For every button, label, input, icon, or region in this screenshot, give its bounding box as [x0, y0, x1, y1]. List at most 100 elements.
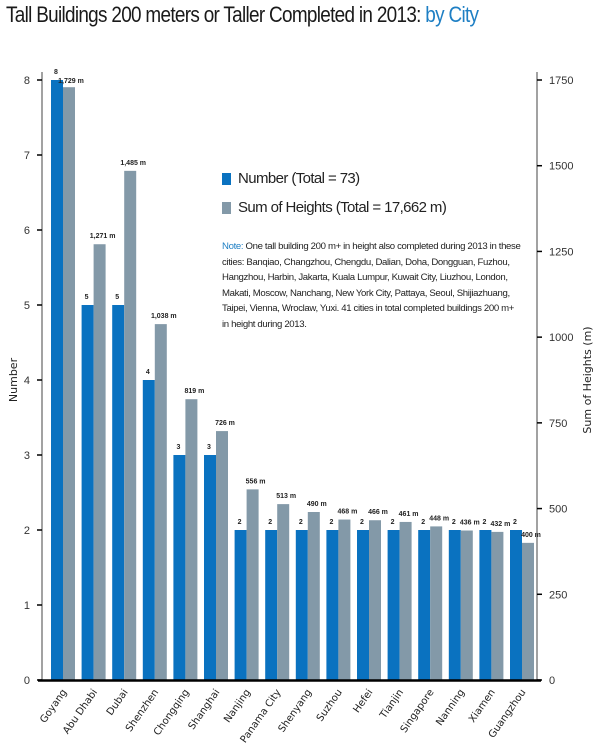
legend-swatch-number	[222, 172, 231, 185]
bar-height-abu-dhabi	[93, 244, 106, 680]
category-label: Hefei	[351, 687, 375, 715]
data-label-number: 2	[421, 519, 425, 526]
bar-height-suzhou	[338, 519, 351, 680]
data-label-number: 2	[360, 519, 364, 526]
left-tick-label: 6	[24, 225, 30, 237]
bar-number-tianjin	[387, 530, 400, 680]
chart-title: Tall Buildings 200 meters or Taller Comp…	[6, 2, 479, 28]
left-tick-label: 1	[24, 600, 30, 612]
legend-item-number: Number (Total = 73)	[222, 170, 446, 187]
left-axis-title: Number	[7, 357, 20, 402]
data-label-height: 726 m	[215, 420, 235, 427]
bar-height-tianjin	[399, 521, 412, 680]
bar-height-shenzhen	[154, 324, 167, 680]
bar-number-hefei	[357, 530, 369, 680]
data-label-height: 1,038 m	[151, 313, 177, 320]
left-tick-label: 0	[24, 675, 30, 687]
right-tick-label: 1750	[549, 75, 573, 87]
right-tick-label: 1000	[549, 332, 573, 344]
left-tick-label: 8	[24, 75, 30, 87]
left-tick-label: 4	[24, 375, 30, 387]
right-axis: 0 250 500 750 1000 1250 1500 1750	[536, 72, 573, 687]
bar-height-chongqing	[185, 399, 198, 680]
data-label-height: 1,271 m	[90, 233, 116, 240]
note-prefix: Note:	[222, 241, 244, 252]
data-label-height: 490 m	[307, 501, 327, 508]
data-label-height: 513 m	[276, 493, 296, 500]
right-tick-label: 250	[549, 589, 567, 601]
bar-height-dubai	[124, 170, 137, 680]
data-label-height: 400 m	[521, 532, 541, 539]
bar-number-goyang	[51, 80, 63, 680]
legend: Number (Total = 73) Sum of Heights (Tota…	[222, 170, 447, 228]
data-label-number: 2	[391, 519, 395, 526]
data-label-height: 556 m	[246, 478, 266, 485]
right-tick-label: 1250	[549, 246, 573, 258]
bar-height-goyang	[63, 87, 75, 680]
right-axis-title: Sum of Heights (m)	[581, 326, 594, 433]
bar-number-dubai	[112, 305, 125, 680]
bar-height-nanning	[460, 530, 473, 680]
legend-item-heights: Sum of Heights (Total = 17,662 m)	[222, 199, 447, 216]
category-label: Shanghai	[187, 687, 223, 732]
bars-layer	[51, 80, 534, 680]
right-tick-label: 750	[549, 418, 567, 430]
data-label-height: 432 m	[490, 521, 510, 528]
data-label-height: 448 m	[429, 515, 449, 522]
legend-label-number: Number (Total = 73)	[238, 170, 360, 187]
bar-height-xiamen	[491, 531, 504, 680]
data-label-number: 2	[299, 519, 303, 526]
bar-number-shanghai	[204, 455, 216, 680]
bar-number-nanjing	[234, 530, 247, 680]
data-label-number: 3	[207, 444, 211, 451]
bar-number-xiamen	[479, 530, 492, 680]
right-tick-label: 1500	[549, 161, 573, 173]
bar-number-singapore	[418, 530, 431, 680]
bar-height-singapore	[430, 526, 443, 680]
data-label-number: 5	[115, 294, 119, 301]
category-label: Xiamen	[467, 687, 498, 724]
data-label-number: 2	[268, 519, 272, 526]
right-tick-label: 0	[549, 675, 555, 687]
category-label: Dubai	[105, 687, 131, 717]
note-text: Note: One tall building 200 m+ in height…	[222, 239, 522, 333]
data-label-number: 2	[329, 519, 333, 526]
left-tick-label: 2	[24, 525, 30, 537]
bar-number-shenzhen	[142, 380, 155, 680]
bar-height-panama-city	[277, 504, 290, 680]
bar-number-chongqing	[173, 455, 186, 680]
data-label-height: 819 m	[184, 388, 204, 395]
bar-height-hefei	[369, 520, 381, 680]
data-label-height: 436 m	[460, 520, 480, 527]
chart-title-main: Tall Buildings 200 meters or Taller Comp…	[6, 2, 421, 27]
data-label-height: 1,729 m	[58, 78, 84, 85]
bar-number-abu-dhabi	[81, 305, 94, 680]
data-label-height: 1,485 m	[120, 160, 146, 167]
legend-swatch-heights	[222, 201, 231, 214]
legend-label-heights: Sum of Heights (Total = 17,662 m)	[238, 199, 447, 216]
bar-number-guangzhou	[510, 530, 522, 680]
data-label-number: 2	[452, 519, 456, 526]
chart-title-accent: by City	[425, 2, 479, 27]
category-label: Suzhou	[315, 687, 345, 723]
bar-height-shanghai	[216, 431, 228, 680]
bar-number-suzhou	[326, 530, 339, 680]
value-labels-layer: 81,729 m 5 1,271 m 5 1,485 m 4 1,038 m 3 819 m 3 7…	[54, 69, 541, 539]
data-label-number: 8	[54, 69, 58, 76]
bar-number-shenyang	[295, 530, 308, 680]
bar-height-shenyang	[307, 512, 320, 680]
category-label: Nanning	[434, 687, 467, 728]
right-tick-label: 500	[549, 504, 567, 516]
data-label-number: 2	[238, 519, 242, 526]
data-label-number: 3	[176, 444, 180, 451]
data-label-number: 5	[85, 294, 89, 301]
bar-number-nanning	[448, 530, 461, 680]
bar-height-nanjing	[246, 489, 259, 680]
data-label-height: 468 m	[337, 509, 357, 516]
left-axis: 0 1 2 3 4 5 6 7 8	[24, 72, 43, 687]
bar-number-panama-city	[265, 530, 278, 680]
left-tick-label: 7	[24, 150, 30, 162]
data-label-number: 2	[513, 519, 517, 526]
